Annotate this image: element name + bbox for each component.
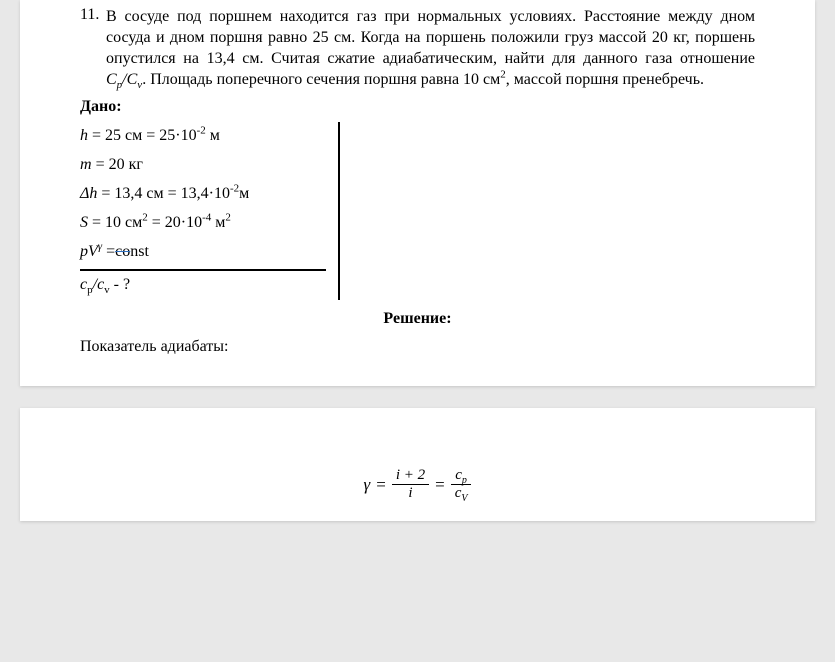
- formula-eq2: =: [435, 475, 445, 495]
- pv-eq: =: [102, 243, 115, 260]
- formula-den2: cV: [451, 485, 472, 501]
- h-symbol: h: [80, 127, 88, 144]
- num2-c: c: [455, 467, 462, 483]
- reshenie-label: Решение:: [80, 310, 755, 328]
- find-q: - ?: [110, 276, 130, 293]
- s-unit: м: [211, 214, 225, 231]
- m-value: = 20 кг: [92, 156, 143, 173]
- s-mid: = 20·10: [148, 214, 202, 231]
- h-unit: м: [206, 127, 220, 144]
- pv-v: V: [88, 243, 98, 260]
- pokazatel-label: Показатель адиабаты:: [80, 338, 755, 356]
- given-s: S = 10 см2 = 20·10-4 м2: [80, 209, 326, 238]
- formula-frac1: i + 2 i: [392, 468, 429, 501]
- formula-frac2: cp cV: [451, 468, 472, 501]
- dh-unit: м: [239, 185, 249, 202]
- problem-block: 11. В сосуде под поршнем находится газ п…: [80, 6, 755, 90]
- vertical-rule: [338, 122, 340, 300]
- dh-symbol: Δh: [80, 185, 97, 202]
- formula-den1: i: [404, 485, 416, 501]
- problem-text-p2: . Площадь поперечного сечения поршня рав…: [142, 71, 500, 88]
- cp-symbol: C: [106, 71, 117, 88]
- given-dh: Δh = 13,4 см = 13,4·10-2м: [80, 180, 326, 209]
- s-symbol: S: [80, 214, 88, 231]
- given-pv: pVγ =const: [80, 238, 326, 267]
- s-exp2: -4: [202, 212, 211, 224]
- problem-text-p3: , массой поршня пренебречь.: [506, 71, 704, 88]
- cv-symbol: C: [127, 71, 138, 88]
- given-h: h = 25 см = 25·10-2 м: [80, 122, 326, 151]
- page-2: γ = i + 2 i = cp cV: [20, 408, 815, 521]
- s-value1: = 10 см: [88, 214, 142, 231]
- dano-label: Дано:: [80, 98, 755, 116]
- const-tail: nst: [130, 243, 149, 260]
- pv-p: p: [80, 243, 88, 260]
- s-exp3: 2: [225, 212, 231, 224]
- problem-number: 11.: [80, 6, 106, 24]
- dh-value: = 13,4 см = 13,4·10: [97, 185, 230, 202]
- formula-eq1: =: [376, 475, 386, 495]
- formula-gamma: γ: [364, 475, 371, 495]
- canvas: 11. В сосуде под поршнем находится газ п…: [0, 0, 835, 662]
- formula-num1: i + 2: [392, 468, 429, 485]
- givens-block: h = 25 см = 25·10-2 м т = 20 кг Δh = 13,…: [80, 122, 340, 300]
- const-strike: co: [115, 243, 130, 260]
- given-m: т = 20 кг: [80, 151, 326, 180]
- problem-text-p1: В сосуде под поршнем находится газ при н…: [106, 8, 755, 67]
- problem-text: В сосуде под поршнем находится газ при н…: [106, 6, 755, 90]
- page-1: 11. В сосуде под поршнем находится газ п…: [20, 0, 815, 386]
- dh-exp: -2: [230, 183, 239, 195]
- given-find: cp/cv - ?: [80, 271, 326, 300]
- den2-v: V: [461, 493, 467, 504]
- h-value: = 25 см = 25·10: [88, 127, 197, 144]
- formula-num2: cp: [451, 468, 471, 485]
- h-exp: -2: [197, 125, 206, 137]
- m-symbol: т: [80, 156, 92, 173]
- adiabatic-formula: γ = i + 2 i = cp cV: [364, 468, 472, 501]
- page-gap: [0, 386, 835, 408]
